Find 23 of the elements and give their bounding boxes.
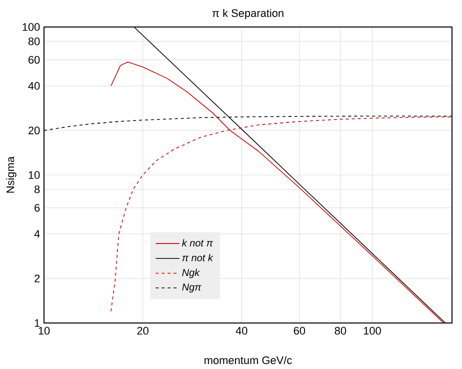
x-tick-label: 20: [137, 326, 148, 335]
x-tick-label: 60: [294, 326, 306, 335]
y-tick-label: 80: [28, 37, 40, 46]
legend-label: k not π: [182, 239, 214, 246]
y-tick-label: 2: [34, 274, 40, 282]
y-tick-label: 10: [28, 171, 40, 179]
y-tick-label: 1: [34, 319, 40, 327]
legend-label: Ngk: [182, 268, 200, 278]
x-tick-label: 40: [236, 326, 248, 335]
y-tick-label: 60: [28, 56, 40, 64]
y-tick-label: 40: [28, 82, 40, 90]
y-tick-label: 100: [22, 23, 40, 31]
x-axis-title: momentum GeV/c: [204, 356, 292, 364]
y-tick-label: 20: [28, 126, 40, 134]
y-tick-label: 4: [34, 230, 40, 238]
x-tick-label: 100: [364, 326, 381, 335]
y-axis-title: Nsigma: [6, 156, 16, 193]
legend-label: π not k: [182, 254, 214, 262]
y-tick-label: 8: [34, 185, 40, 194]
y-tick-label: 6: [34, 204, 40, 212]
legend-label: Ngπ: [182, 284, 202, 293]
x-tick-label: 80: [334, 326, 346, 335]
chart-title: π k Separation: [212, 8, 284, 20]
